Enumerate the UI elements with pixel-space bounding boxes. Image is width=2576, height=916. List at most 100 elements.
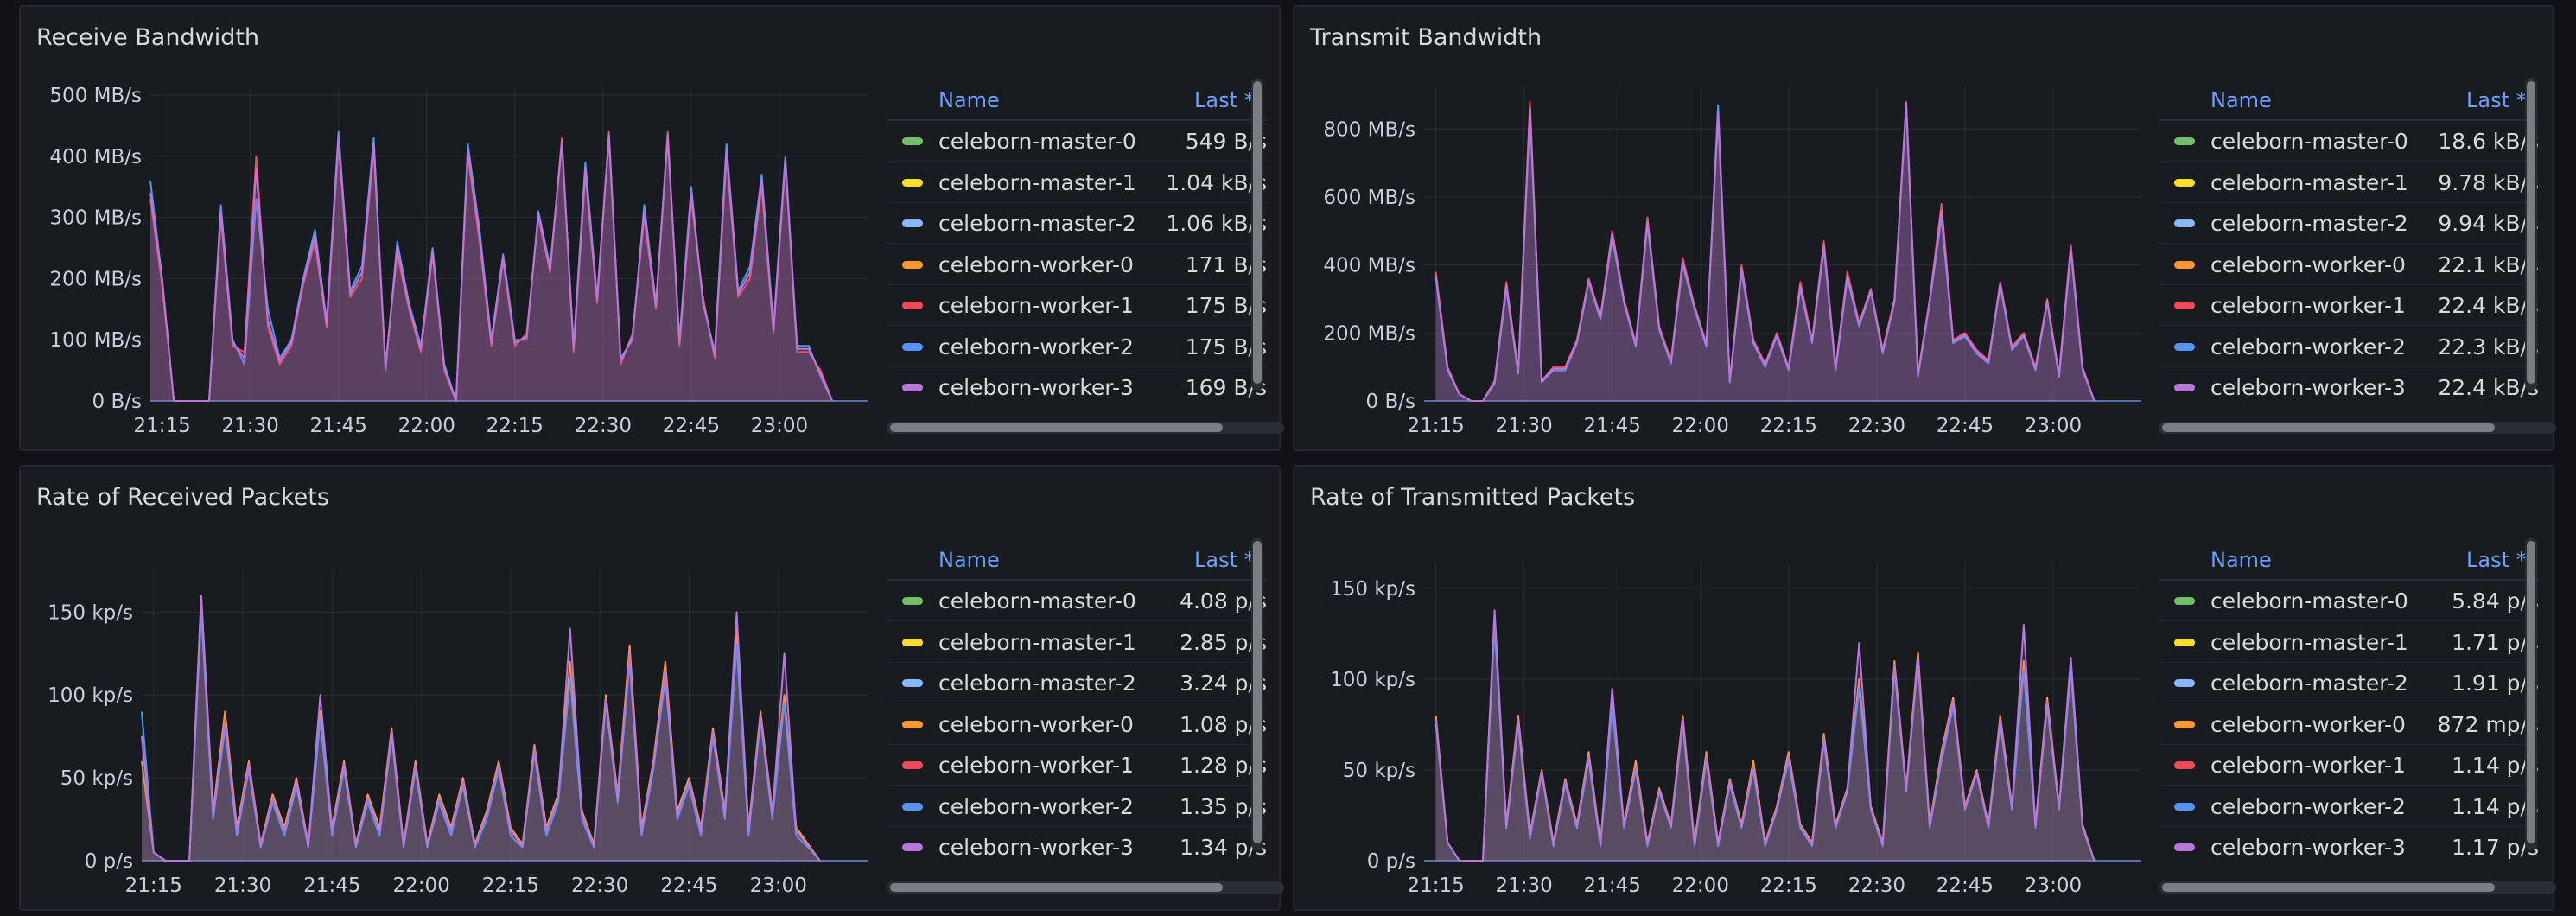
legend-item-celeborn-worker-2[interactable]: celeborn-worker-2 1.14 p/s [2159, 786, 2539, 827]
legend-item-last-value: 1.17 p/s [2452, 835, 2539, 860]
series-line-celeborn-worker-3 [1434, 102, 2096, 402]
legend-item-celeborn-worker-0[interactable]: celeborn-worker-0 872 mp/s [2159, 703, 2539, 745]
legend-header-name[interactable]: Name [938, 548, 1000, 572]
legend-item-last-value: 1.14 p/s [2452, 753, 2539, 778]
legend-horizontal-scrollbar[interactable] [2159, 422, 2556, 434]
legend-vertical-scrollbar[interactable] [2525, 538, 2537, 850]
legend-item-celeborn-worker-0[interactable]: celeborn-worker-0 1.08 p/s [887, 703, 1267, 745]
legend-horizontal-scrollbar[interactable] [887, 881, 1284, 894]
legend-header-last[interactable]: Last * [2466, 88, 2527, 112]
y-axis-tick-label: 600 MB/s [1323, 187, 1415, 209]
scrollbar-thumb[interactable] [2162, 423, 2495, 432]
legend-item-last-value: 1.91 p/s [2452, 671, 2539, 696]
legend-item-celeborn-worker-3[interactable]: celeborn-worker-3 1.34 p/s [887, 826, 1267, 866]
chart-plot-area[interactable]: 800 MB/s 600 MB/s 400 MB/s 200 MB/s 0 B/s 21:… [1294, 7, 2159, 453]
legend-item-celeborn-worker-3[interactable]: celeborn-worker-3 1.17 p/s [2159, 826, 2539, 866]
scrollbar-thumb[interactable] [2527, 541, 2535, 843]
series-color-swatch [2174, 260, 2195, 269]
legend-item-celeborn-worker-0[interactable]: celeborn-worker-0 171 B/s [887, 244, 1267, 285]
legend-item-celeborn-master-2[interactable]: celeborn-master-2 9.94 kB/s [2159, 202, 2539, 244]
legend-item-last-value: 9.94 kB/s [2438, 211, 2539, 236]
legend-item-name: celeborn-worker-2 [938, 334, 1134, 359]
legend-item-name: celeborn-worker-1 [2210, 753, 2406, 778]
legend-vertical-scrollbar[interactable] [2525, 78, 2537, 391]
legend-header: Name Last * [887, 538, 1267, 581]
legend-vertical-scrollbar[interactable] [1251, 538, 1263, 850]
panel-title[interactable]: Rate of Transmitted Packets [1310, 484, 1636, 511]
legend-item-name: celeborn-master-2 [938, 211, 1136, 236]
legend-item-name: celeborn-worker-2 [2210, 334, 2406, 359]
legend-item-celeborn-worker-1[interactable]: celeborn-worker-1 1.14 p/s [2159, 744, 2539, 786]
x-axis-tick-label: 21:45 [310, 415, 367, 437]
y-axis-tick-label: 0 B/s [92, 391, 142, 413]
legend-item-name: celeborn-worker-3 [2210, 835, 2406, 860]
legend-item-celeborn-master-0[interactable]: celeborn-master-0 5.84 p/s [2159, 580, 2539, 621]
y-axis-tick-label: 0 p/s [1367, 850, 1415, 873]
series-color-swatch [2174, 638, 2195, 646]
legend-item-celeborn-worker-2[interactable]: celeborn-worker-2 22.3 kB/s [2159, 326, 2539, 367]
scrollbar-thumb[interactable] [2527, 81, 2535, 384]
legend-item-last-value: 9.78 kB/s [2438, 169, 2539, 195]
legend-item-celeborn-master-2[interactable]: celeborn-master-2 1.06 kB/s [887, 202, 1267, 244]
legend-item-celeborn-worker-3[interactable]: celeborn-worker-3 169 B/s [887, 366, 1267, 406]
x-axis-tick-label: 22:15 [482, 875, 539, 897]
x-axis-tick-label: 22:15 [1760, 415, 1817, 437]
panel-title[interactable]: Transmit Bandwidth [1310, 24, 1542, 51]
legend-item-celeborn-master-1[interactable]: celeborn-master-1 1.71 p/s [2159, 621, 2539, 663]
legend-item-celeborn-worker-3[interactable]: celeborn-worker-3 22.4 kB/s [2159, 366, 2539, 406]
legend-header-last[interactable]: Last * [1194, 88, 1255, 112]
scrollbar-thumb[interactable] [2162, 883, 2495, 892]
legend-header-name[interactable]: Name [2210, 548, 2272, 572]
legend-item-name: celeborn-worker-0 [938, 251, 1134, 277]
x-axis-tick-label: 22:00 [398, 415, 455, 437]
chart-plot-area[interactable]: 150 kp/s 100 kp/s 50 kp/s 0 p/s 21:15 21:30 21… [21, 467, 885, 913]
series-color-swatch [902, 342, 923, 351]
legend-item-name: celeborn-master-2 [2210, 671, 2408, 696]
scrollbar-thumb[interactable] [890, 423, 1223, 432]
scrollbar-thumb[interactable] [890, 883, 1223, 892]
x-axis-tick-label: 23:00 [750, 875, 807, 897]
chart-svg: 500 MB/s 400 MB/s 300 MB/s 200 MB/s 100 MB/s… [49, 85, 868, 437]
legend-header-name[interactable]: Name [938, 88, 1000, 112]
legend-item-celeborn-master-0[interactable]: celeborn-master-0 18.6 kB/s [2159, 120, 2539, 162]
y-axis-tick-label: 150 kp/s [1330, 578, 1415, 601]
legend-item-last-value: 1.71 p/s [2452, 629, 2539, 655]
series-color-swatch [902, 260, 923, 269]
legend-item-celeborn-worker-1[interactable]: celeborn-worker-1 22.4 kB/s [2159, 284, 2539, 326]
chart-plot-area[interactable]: 500 MB/s 400 MB/s 300 MB/s 200 MB/s 100 MB/s… [21, 7, 885, 453]
legend-header-last[interactable]: Last * [2466, 548, 2527, 572]
panel-title[interactable]: Receive Bandwidth [36, 24, 260, 51]
legend-item-celeborn-master-2[interactable]: celeborn-master-2 1.91 p/s [2159, 662, 2539, 703]
y-axis-tick-label: 200 MB/s [49, 268, 142, 290]
legend-item-celeborn-master-0[interactable]: celeborn-master-0 549 B/s [887, 120, 1267, 162]
legend-item-last-value: 18.6 kB/s [2438, 129, 2539, 154]
legend-vertical-scrollbar[interactable] [1251, 78, 1263, 391]
legend-horizontal-scrollbar[interactable] [887, 422, 1284, 434]
legend-item-celeborn-master-1[interactable]: celeborn-master-1 1.04 kB/s [887, 162, 1267, 203]
scrollbar-thumb[interactable] [1253, 541, 1262, 843]
legend-item-name: celeborn-master-0 [938, 588, 1136, 614]
legend-header-name[interactable]: Name [2210, 88, 2272, 112]
legend-item-celeborn-worker-0[interactable]: celeborn-worker-0 22.1 kB/s [2159, 244, 2539, 285]
x-axis-tick-label: 21:15 [125, 875, 182, 897]
legend-item-celeborn-master-1[interactable]: celeborn-master-1 2.85 p/s [887, 621, 1267, 663]
legend-item-celeborn-worker-1[interactable]: celeborn-worker-1 175 B/s [887, 284, 1267, 326]
legend-item-celeborn-worker-1[interactable]: celeborn-worker-1 1.28 p/s [887, 744, 1267, 786]
legend-item-celeborn-worker-2[interactable]: celeborn-worker-2 1.35 p/s [887, 786, 1267, 827]
legend-item-name: celeborn-worker-1 [2210, 293, 2406, 318]
legend-horizontal-scrollbar[interactable] [2159, 881, 2556, 894]
panel-title[interactable]: Rate of Received Packets [36, 484, 329, 511]
legend-header: Name Last * [2159, 78, 2539, 121]
scrollbar-thumb[interactable] [1253, 81, 1262, 384]
legend-item-celeborn-master-2[interactable]: celeborn-master-2 3.24 p/s [887, 662, 1267, 703]
chart-plot-area[interactable]: 150 kp/s 100 kp/s 50 kp/s 0 p/s 21:15 21:30 21… [1294, 467, 2159, 913]
series-color-swatch [902, 178, 923, 187]
legend-header-last[interactable]: Last * [1194, 548, 1255, 572]
legend-item-celeborn-master-0[interactable]: celeborn-master-0 4.08 p/s [887, 580, 1267, 621]
x-axis-tick-label: 22:30 [1848, 415, 1905, 437]
series-area-celeborn-worker-3 [1435, 610, 2095, 861]
legend-item-celeborn-worker-2[interactable]: celeborn-worker-2 175 B/s [887, 326, 1267, 367]
legend-item-celeborn-master-1[interactable]: celeborn-master-1 9.78 kB/s [2159, 162, 2539, 203]
series-area-celeborn-worker-2 [1435, 105, 2095, 402]
